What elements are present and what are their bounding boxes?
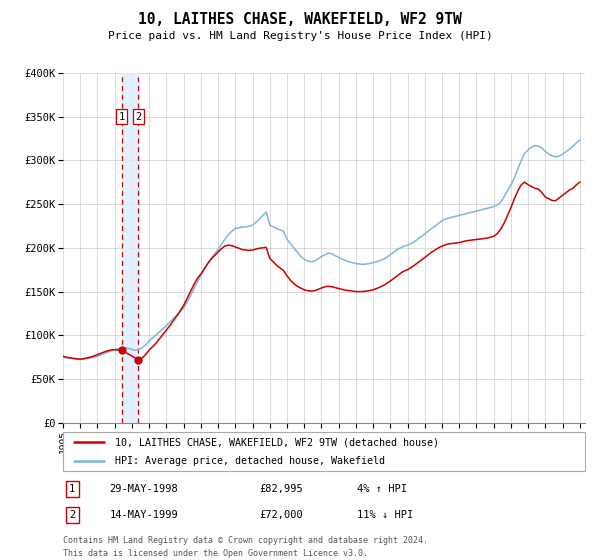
Text: 2: 2 [135, 111, 142, 122]
Text: HPI: Average price, detached house, Wakefield: HPI: Average price, detached house, Wake… [115, 456, 385, 465]
FancyBboxPatch shape [63, 432, 585, 471]
Text: 29-MAY-1998: 29-MAY-1998 [109, 484, 178, 494]
Text: 1: 1 [119, 111, 125, 122]
Text: 10, LAITHES CHASE, WAKEFIELD, WF2 9TW (detached house): 10, LAITHES CHASE, WAKEFIELD, WF2 9TW (d… [115, 437, 439, 447]
Text: £72,000: £72,000 [259, 510, 303, 520]
Text: 2: 2 [69, 510, 76, 520]
Bar [122, 73, 138, 423]
Text: Price paid vs. HM Land Registry's House Price Index (HPI): Price paid vs. HM Land Registry's House … [107, 31, 493, 41]
Text: Contains HM Land Registry data © Crown copyright and database right 2024.: Contains HM Land Registry data © Crown c… [63, 536, 428, 545]
Text: 4% ↑ HPI: 4% ↑ HPI [357, 484, 407, 494]
Text: This data is licensed under the Open Government Licence v3.0.: This data is licensed under the Open Gov… [63, 549, 368, 558]
Text: £82,995: £82,995 [259, 484, 303, 494]
Text: 10, LAITHES CHASE, WAKEFIELD, WF2 9TW: 10, LAITHES CHASE, WAKEFIELD, WF2 9TW [138, 12, 462, 27]
Text: 1: 1 [69, 484, 76, 494]
Text: 14-MAY-1999: 14-MAY-1999 [109, 510, 178, 520]
Text: 11% ↓ HPI: 11% ↓ HPI [357, 510, 413, 520]
